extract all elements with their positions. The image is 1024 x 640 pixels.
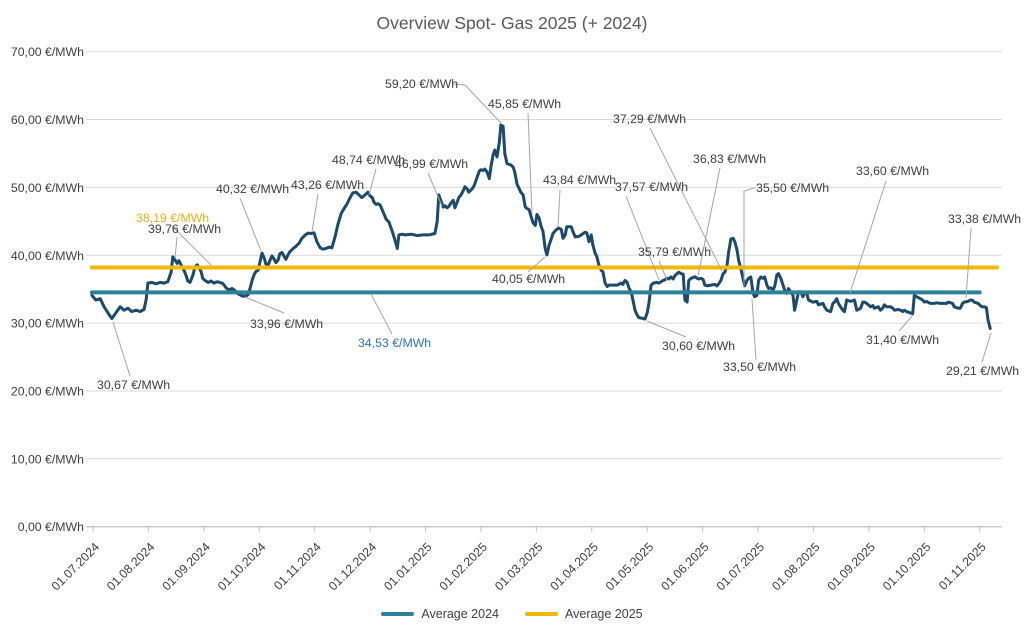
legend-swatch-average-2024-icon [381, 612, 415, 616]
legend-swatch-average-2025-icon [525, 612, 558, 616]
annotation-leader-line [898, 314, 914, 332]
annotation-leader-line [451, 83, 502, 124]
x-axis-label: 01.10.2025 [880, 540, 934, 594]
annotation-label: 40,32 €/MWh [216, 182, 289, 196]
annotation-leader-line [646, 320, 687, 338]
annotation-label: 33,96 €/MWh [250, 317, 323, 331]
x-axis-label: 01.02.2025 [437, 540, 491, 594]
annotation-label: 31,40 €/MWh [866, 333, 939, 347]
annotation-leader-line [965, 227, 972, 299]
annotation-leader-line [244, 296, 285, 314]
annotation-leader-line [527, 256, 546, 273]
annotation-leader-line [743, 187, 755, 286]
annotation-label: 37,29 €/MWh [613, 112, 686, 126]
x-axis-label: 01.04.2025 [548, 540, 602, 594]
annotation-label: 38,19 €/MWh [136, 211, 209, 225]
annotation-leader-line [171, 225, 212, 266]
annotation-label: 43,26 €/MWh [291, 178, 364, 192]
x-axis-label: 01.12.2024 [326, 540, 380, 594]
x-axis-label: 01.01.2025 [381, 540, 435, 594]
y-axis-label: 0,00 €/MWh [18, 520, 84, 534]
annotation-leader-line [527, 112, 533, 215]
spot-gas-line [90, 123, 992, 330]
annotation-label: 45,85 €/MWh [488, 97, 561, 111]
annotation-label: 30,60 €/MWh [662, 339, 735, 353]
x-axis-label: 01.07.2025 [714, 540, 768, 594]
annotation-label: 36,83 €/MWh [693, 152, 766, 166]
annotation-label: 39,76 €/MWh [148, 222, 221, 236]
annotation-leader-line [625, 195, 660, 281]
y-axis-label: 20,00 €/MWh [11, 385, 84, 399]
x-axis-label: 01.06.2025 [658, 540, 712, 594]
annotation-leader-line [981, 332, 992, 363]
annotation-leader-line [697, 167, 721, 277]
x-axis-label: 01.11.2025 [936, 540, 989, 593]
annotation-label: 33,60 €/MWh [856, 164, 929, 178]
x-axis-label: 01.05.2025 [603, 540, 657, 594]
annotation-leader-line [368, 168, 377, 196]
legend-item-average-2024: Average 2024 [381, 607, 499, 621]
legend-label-average-2024: Average 2024 [421, 607, 499, 621]
annotation-label: 35,50 €/MWh [756, 181, 829, 195]
annotation-leader-line [658, 260, 668, 281]
annotation-leader-line [751, 298, 757, 361]
annotation-label: 33,38 €/MWh [948, 212, 1021, 226]
legend-item-average-2025: Average 2025 [525, 607, 643, 621]
chart-legend: Average 2024 Average 2025 [0, 607, 1024, 621]
annotation-leader-line [427, 172, 443, 207]
x-axis-label: 01.08.2025 [769, 540, 823, 594]
y-axis-label: 70,00 €/MWh [11, 45, 84, 59]
annotation-leader-line [649, 127, 723, 272]
annotation-label: 43,84 €/MWh [543, 173, 616, 187]
chart-title: Overview Spot- Gas 2025 (+ 2024) [377, 13, 648, 33]
x-axis-label: 01.09.2024 [160, 540, 214, 594]
annotation-label: 35,79 €/MWh [638, 245, 711, 259]
annotation-label: 34,53 €/MWh [358, 336, 431, 350]
annotation-label: 48,74 €/MWh [332, 153, 405, 167]
x-axis-label: 01.03.2025 [492, 540, 546, 594]
annotation-label: 30,67 €/MWh [97, 378, 170, 392]
annotation-label: 46,99 €/MWh [395, 157, 468, 171]
x-axis-label: 01.11.2024 [271, 540, 324, 593]
annotation-label: 59,20 €/MWh [385, 77, 458, 91]
annotation-label: 40,05 €/MWh [492, 272, 565, 286]
annotation-leader-line [311, 193, 319, 233]
x-axis-label: 01.08.2024 [104, 540, 158, 594]
y-axis-label: 10,00 €/MWh [11, 452, 84, 466]
x-axis-label: 01.10.2024 [215, 540, 269, 594]
annotation-label: 29,21 €/MWh [946, 364, 1019, 378]
annotation-label: 37,57 €/MWh [615, 180, 688, 194]
annotation-leader-line [849, 180, 887, 294]
annotation-label: 33,50 €/MWh [723, 360, 796, 374]
y-axis-label: 30,00 €/MWh [11, 317, 84, 331]
x-axis-label: 01.07.2024 [49, 540, 103, 594]
annotation-leader-line [174, 236, 178, 259]
annotation-leader-line [112, 321, 131, 377]
x-axis-label: 01.09.2025 [825, 540, 879, 594]
y-axis-label: 50,00 €/MWh [11, 181, 84, 195]
annotation-leader-line [239, 197, 262, 252]
y-axis-label: 60,00 €/MWh [11, 113, 84, 127]
y-axis-label: 40,00 €/MWh [11, 249, 84, 263]
annotation-leader-line [557, 189, 561, 228]
annotation-leader-line [370, 293, 393, 335]
legend-label-average-2025: Average 2025 [565, 607, 643, 621]
